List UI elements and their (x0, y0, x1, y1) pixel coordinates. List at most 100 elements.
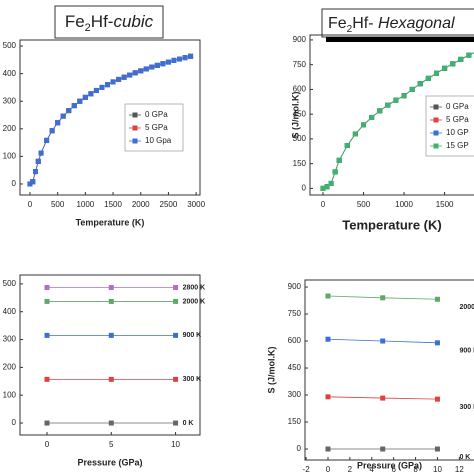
point (361, 122, 367, 128)
x-tick-label: 0 (321, 200, 326, 209)
x-tick-label: 1500 (104, 200, 122, 209)
title-sub: 2 (85, 22, 91, 34)
point (433, 70, 439, 76)
point (177, 56, 183, 62)
title-part: Fe (65, 12, 85, 31)
point (88, 91, 94, 97)
legend-label: 10 GP (446, 128, 469, 137)
x-tick-label: 1500 (436, 200, 454, 209)
point (33, 169, 39, 175)
point (110, 79, 116, 85)
point (149, 64, 155, 70)
point (121, 74, 127, 80)
x-tick-label: 3000 (187, 200, 205, 209)
point (385, 102, 391, 108)
point (27, 181, 33, 187)
y-tick-label: 300 (293, 134, 307, 143)
point (325, 336, 331, 342)
x-tick-label: 6 (391, 465, 396, 474)
point (165, 59, 171, 65)
chart-title: Fe2Hf- Hexagonal (328, 15, 455, 34)
point (325, 446, 331, 452)
point (425, 75, 431, 81)
series-label: 2000 K (183, 298, 206, 305)
y-tick-label: 900 (293, 35, 307, 44)
point (71, 103, 77, 109)
title-sub: 2 (347, 24, 353, 35)
point (127, 72, 133, 78)
x-tick-label: 12 (455, 465, 464, 474)
legend-marker (433, 143, 439, 149)
point (417, 81, 423, 87)
point (332, 169, 338, 175)
chart-title: Fe2Hf-cubic (65, 12, 154, 33)
x-tick-label: 500 (357, 200, 371, 209)
title-part: Fe (328, 15, 347, 32)
point (108, 376, 114, 382)
title-italic: cubic (113, 12, 153, 31)
y-tick-label: 400 (3, 69, 17, 78)
point (55, 120, 61, 126)
point (44, 285, 50, 291)
x-tick-label: 500 (51, 200, 65, 209)
title-part: Hf- (352, 15, 378, 32)
point (99, 84, 105, 90)
title-italic: Hexagonal (378, 15, 455, 32)
point (328, 180, 334, 186)
point (173, 285, 179, 291)
x-axis-title: Temperature (K) (342, 217, 441, 232)
x-axis-title: Pressure (GPa) (357, 460, 422, 470)
point (434, 296, 440, 302)
y-tick-label: 0 (12, 418, 17, 427)
point (325, 394, 331, 400)
point (154, 62, 160, 68)
point (380, 446, 386, 452)
x-tick-label: 5 (109, 440, 114, 449)
point (434, 396, 440, 402)
point (434, 340, 440, 346)
title-box (54, 5, 164, 39)
y-tick-label: 900 (288, 282, 302, 291)
legend-label: 5 GPa (446, 115, 469, 124)
point (336, 157, 342, 163)
point (173, 332, 179, 338)
y-tick-label: 600 (293, 85, 307, 94)
x-tick-label: 2000 (132, 200, 150, 209)
y-tick-label: 300 (3, 96, 17, 105)
y-tick-label: 200 (3, 124, 17, 133)
y-tick-label: 0 (12, 179, 17, 188)
point (173, 376, 179, 382)
x-tick-label: -2 (303, 465, 311, 474)
point (466, 52, 472, 58)
y-tick-label: 500 (3, 41, 17, 50)
point (409, 86, 415, 92)
x-tick-label: 0 (45, 440, 50, 449)
legend-label: 15 GP (446, 141, 469, 150)
y-tick-label: 450 (293, 109, 307, 118)
point (324, 184, 330, 190)
legend-label: 10 Gpa (145, 136, 172, 145)
point (369, 114, 375, 120)
point (143, 66, 149, 72)
title-part: Hf- (91, 12, 114, 31)
y-tick-label: 150 (288, 417, 302, 426)
point (66, 108, 72, 114)
point (116, 76, 122, 82)
x-tick-label: 0 (28, 200, 33, 209)
point (344, 143, 350, 149)
y-tick-label: 100 (3, 390, 17, 399)
point (380, 295, 386, 301)
point (434, 446, 440, 452)
legend-marker (433, 104, 439, 110)
point (320, 185, 326, 191)
y-axis-title: S (J/mol.K) (266, 346, 276, 393)
point (105, 82, 111, 88)
y-tick-label: 500 (3, 279, 17, 288)
point (173, 420, 179, 426)
x-tick-label: 8 (413, 465, 418, 474)
legend-marker (132, 138, 138, 144)
series-label: 900 K (183, 332, 202, 339)
point (188, 53, 194, 59)
point (380, 338, 386, 344)
y-tick-label: 100 (3, 151, 17, 160)
